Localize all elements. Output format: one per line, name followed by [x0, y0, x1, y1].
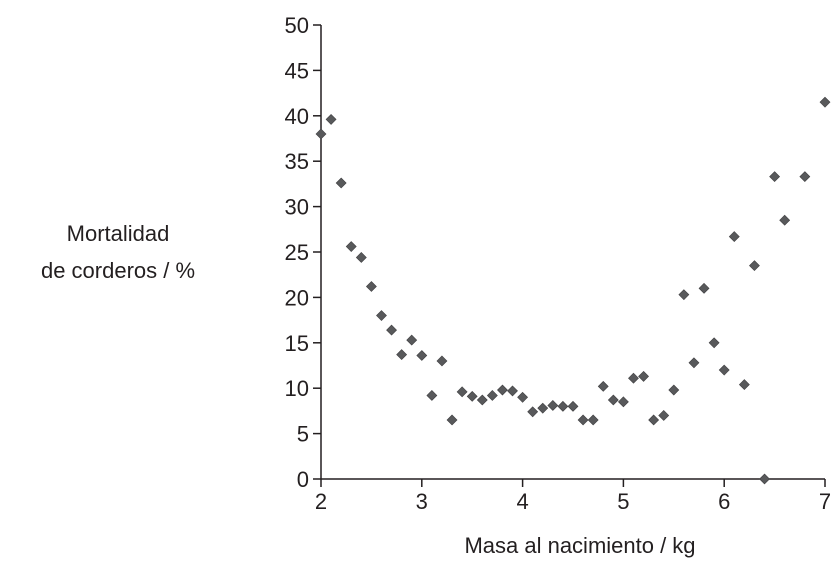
y-tick-label: 15: [285, 331, 309, 356]
y-tick-label: 40: [285, 104, 309, 129]
y-tick-label: 10: [285, 376, 309, 401]
data-point: [325, 114, 337, 125]
y-tick-label: 35: [285, 149, 309, 174]
data-point: [658, 410, 670, 421]
data-point: [799, 171, 811, 183]
data-point: [527, 406, 539, 418]
x-axis: 2 3 4 5 6 7: [315, 478, 831, 514]
data-point: [819, 96, 831, 108]
data-point: [587, 414, 599, 426]
y-tick-label: 50: [285, 13, 309, 38]
y-tick-label: 20: [285, 285, 309, 310]
data-point: [728, 231, 740, 242]
y-tick-label: 0: [297, 467, 309, 492]
data-point: [386, 324, 397, 336]
data-point: [738, 379, 750, 390]
data-point: [517, 391, 529, 403]
data-point: [779, 214, 791, 226]
data-point: [698, 282, 710, 294]
data-point: [456, 386, 468, 398]
x-tick-label: 3: [416, 489, 428, 514]
data-point: [446, 414, 458, 426]
data-point: [355, 252, 367, 263]
y-tick-label: 45: [285, 58, 309, 83]
x-tick-label: 5: [617, 489, 629, 514]
data-point: [607, 394, 619, 406]
data-point: [486, 390, 498, 401]
x-tick-label: 4: [516, 489, 528, 514]
data-point: [577, 414, 589, 426]
data-point: [648, 414, 660, 426]
data-point: [638, 370, 649, 382]
data-point: [628, 372, 639, 384]
y-tick-label: 30: [285, 195, 309, 220]
data-point: [476, 394, 488, 406]
y-axis: 0 5 10 15 20 25 30 35 40 45 50: [285, 13, 322, 492]
data-point: [708, 337, 720, 349]
y-tick-label: 25: [285, 240, 309, 265]
data-point: [688, 357, 700, 369]
x-axis-title: Masa al nacimiento / kg: [464, 533, 695, 558]
y-axis-title-line-1: Mortalidad: [67, 221, 170, 246]
x-tick-label: 6: [718, 489, 730, 514]
data-point: [436, 355, 448, 367]
data-point: [497, 384, 508, 396]
data-point: [345, 241, 357, 252]
x-tick-label: 7: [819, 489, 831, 514]
data-point: [416, 350, 428, 361]
data-point: [396, 349, 408, 361]
data-point: [547, 400, 559, 411]
data-points: [315, 96, 831, 485]
data-point: [678, 289, 690, 301]
data-point: [406, 334, 418, 346]
data-point: [365, 281, 377, 292]
data-point: [507, 385, 518, 397]
y-axis-title-line-2: de corderos / %: [41, 258, 195, 283]
data-point: [668, 384, 680, 396]
data-point: [466, 390, 478, 402]
data-point: [426, 390, 438, 401]
data-point: [759, 473, 770, 485]
y-tick-label: 5: [297, 422, 309, 447]
data-point: [749, 260, 760, 272]
data-point: [617, 396, 629, 408]
data-point: [315, 128, 327, 140]
data-point: [769, 171, 781, 183]
data-point: [718, 364, 730, 376]
data-point: [335, 177, 347, 189]
data-point: [537, 402, 549, 414]
data-point: [376, 310, 387, 321]
data-point: [567, 400, 579, 412]
data-point: [597, 380, 609, 392]
data-point: [557, 400, 569, 412]
x-tick-label: 2: [315, 489, 327, 514]
